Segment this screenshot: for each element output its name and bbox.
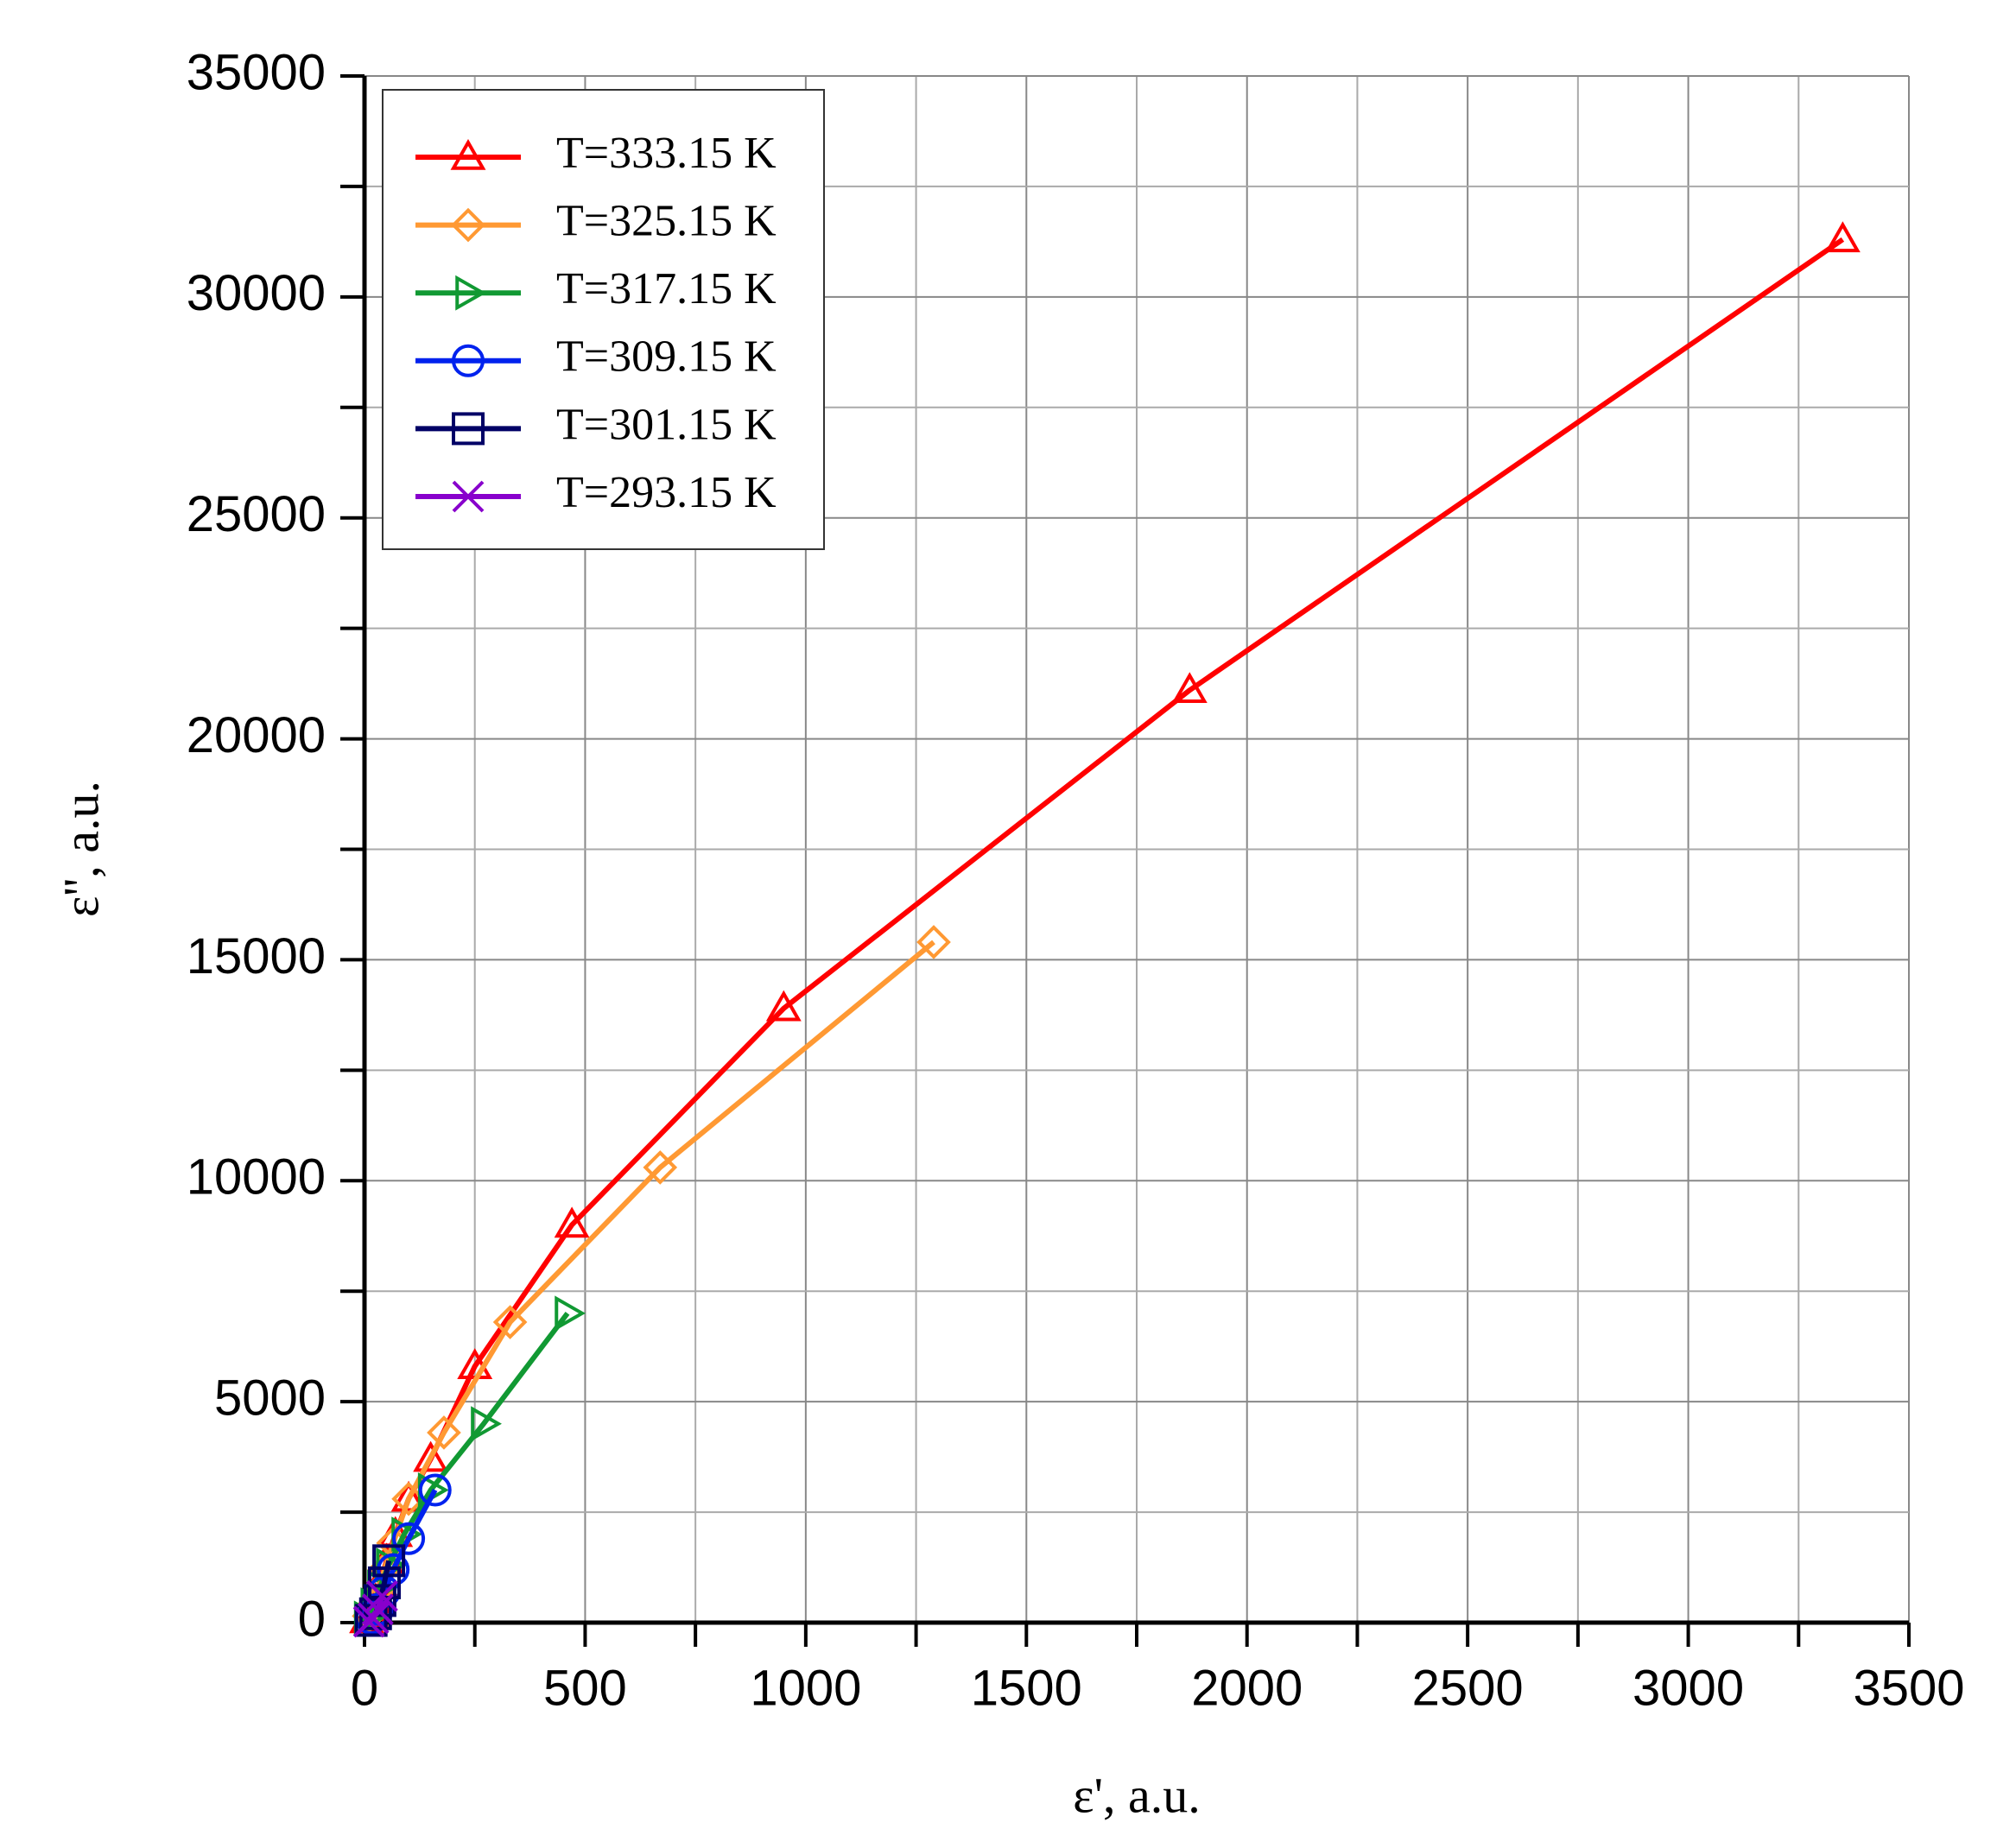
x-tick-label: 500 [543,1660,627,1716]
marker [492,1305,528,1339]
x-axis-label: ε', a.u. [1073,1767,1201,1823]
y-tick-label: 35000 [187,44,326,100]
marker [452,344,485,377]
marker [451,207,485,243]
y-tick-label: 5000 [214,1370,326,1426]
marker [390,1480,427,1512]
y-tick-label: 20000 [187,707,326,763]
y-tick-label: 25000 [187,486,326,542]
y-tick-label: 0 [298,1591,326,1647]
y-tick-label: 10000 [187,1149,326,1206]
legend-label: T=317.15 K [556,264,777,313]
x-tick-label: 3000 [1632,1660,1744,1716]
marker [554,1206,590,1238]
legend-label: T=301.15 K [556,400,777,449]
marker [1171,672,1208,704]
marker [450,138,486,170]
legend-label: T=333.15 K [556,129,777,178]
marker [765,990,802,1022]
y-tick-label: 15000 [187,928,326,984]
marker [418,1473,452,1507]
marker [455,275,487,311]
marker [452,480,485,513]
y-axis-label: ε'', a.u. [53,781,109,917]
x-tick-label: 3500 [1853,1660,1964,1716]
marker [392,1522,426,1555]
marker [413,1440,449,1472]
marker [916,925,951,959]
x-tick-label: 0 [351,1660,378,1716]
marker [643,1150,678,1185]
marker [427,1415,461,1450]
marker [357,1602,390,1635]
x-tick-label: 1500 [971,1660,1082,1716]
marker [363,1584,396,1617]
x-tick-label: 2500 [1412,1660,1524,1716]
x-tick-label: 2000 [1191,1660,1303,1716]
legend-label: T=293.15 K [556,468,777,517]
marker [372,1544,406,1578]
series-line [366,940,935,1617]
legend-label: T=309.15 K [556,332,777,382]
legend-label: T=325.15 K [556,197,777,246]
x-tick-label: 1000 [750,1660,861,1716]
y-tick-label: 30000 [187,265,326,321]
marker [471,1406,502,1442]
marker [452,412,485,446]
marker [1824,221,1861,253]
marker [366,1579,398,1612]
marker [555,1295,586,1332]
